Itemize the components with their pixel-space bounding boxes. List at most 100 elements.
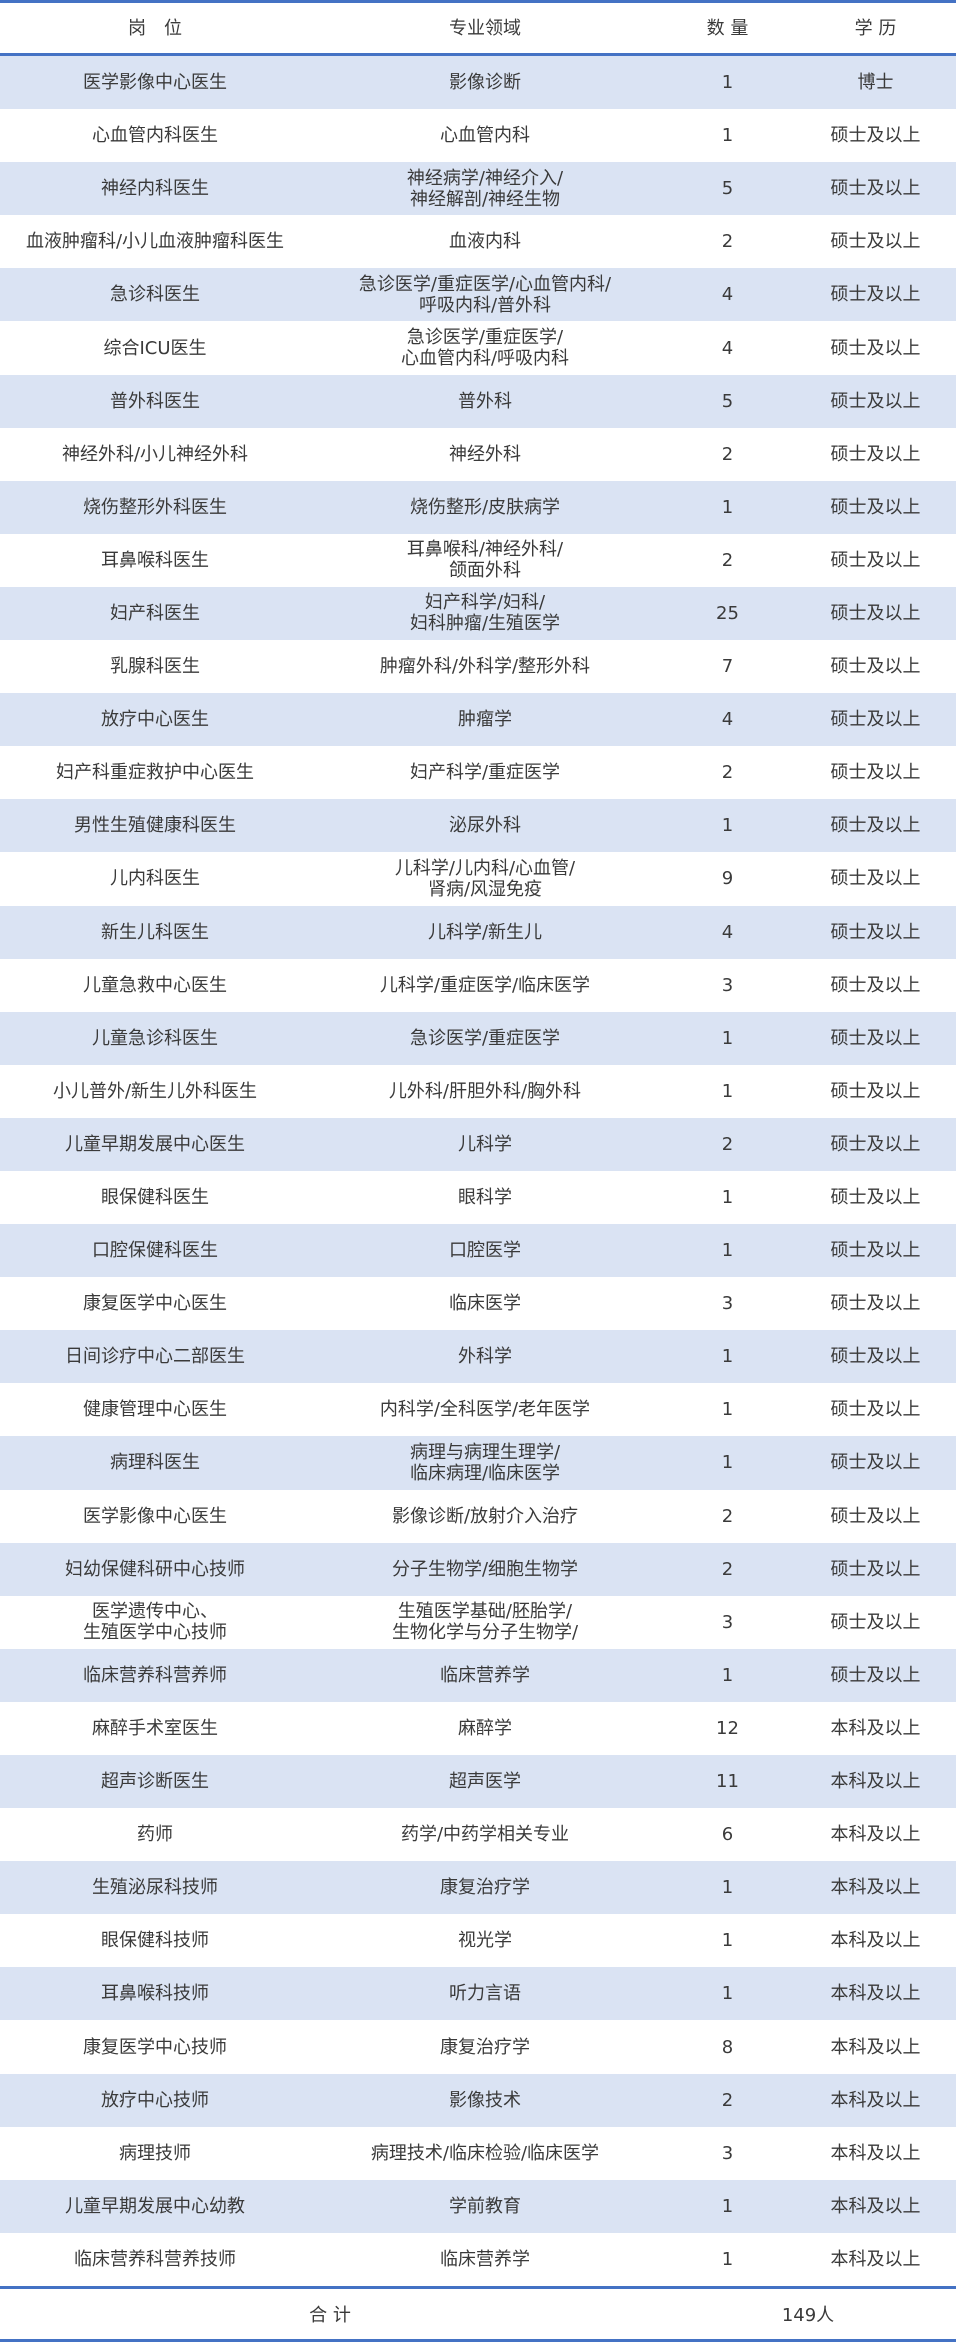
cell-count: 1 xyxy=(721,1930,734,1952)
cell-count: 4 xyxy=(721,337,734,359)
cell-field: 血液内科 xyxy=(449,231,521,253)
cell-position: 妇产科医生 xyxy=(110,602,200,624)
cell-education: 硕士及以上 xyxy=(830,178,921,200)
cell-position: 临床营养科营养技师 xyxy=(74,2248,236,2270)
table-row: 康复医学中心医生 临床医学 3 硕士及以上 xyxy=(0,1277,956,1330)
cell-education: 硕士及以上 xyxy=(830,231,921,253)
header-count: 数 量 xyxy=(706,17,749,39)
cell-count: 8 xyxy=(721,2036,734,2058)
table-row: 临床营养科营养师 临床营养学 1 硕士及以上 xyxy=(0,1648,956,1702)
cell-position: 康复医学中心技师 xyxy=(83,2036,227,2058)
cell-field: 儿科学/儿内科/心血管/ 肾病/风湿免疫 xyxy=(394,857,576,900)
cell-field: 超声医学 xyxy=(449,1771,521,1793)
table-row: 医学影像中心医生 影像诊断/放射介入治疗 2 硕士及以上 xyxy=(0,1490,956,1543)
cell-field: 临床营养学 xyxy=(440,2248,530,2270)
cell-count: 7 xyxy=(721,656,734,678)
cell-field: 临床营养学 xyxy=(440,1664,530,1686)
cell-position: 医学影像中心医生 xyxy=(83,1505,227,1527)
cell-field: 病理与病理生理学/ 临床病理/临床医学 xyxy=(409,1441,561,1484)
cell-education: 硕士及以上 xyxy=(830,337,921,359)
table-row: 妇产科医生 妇产科学/妇科/ 妇科肿瘤/生殖医学 25 硕士及以上 xyxy=(0,586,956,641)
cell-count: 5 xyxy=(721,390,734,412)
cell-education: 硕士及以上 xyxy=(830,1293,921,1315)
cell-position: 放疗中心技师 xyxy=(101,2089,209,2111)
table-row: 普外科医生 普外科 5 硕士及以上 xyxy=(0,374,956,428)
cell-education: 硕士及以上 xyxy=(830,1240,921,1262)
cell-field: 神经外科 xyxy=(449,443,521,465)
bottom-rule xyxy=(0,2338,956,2342)
cell-position: 放疗中心医生 xyxy=(101,709,209,731)
cell-education: 硕士及以上 xyxy=(830,443,921,465)
table-row: 烧伤整形外科医生 烧伤整形/皮肤病学 1 硕士及以上 xyxy=(0,480,956,534)
cell-field: 普外科 xyxy=(458,390,512,412)
cell-field: 生殖医学基础/胚胎学/ 生物化学与分子生物学/ xyxy=(391,1601,579,1644)
cell-field: 肿瘤外科/外科学/整形外科 xyxy=(379,656,591,678)
cell-education: 本科及以上 xyxy=(830,1824,921,1846)
table-row: 药师 药学/中药学相关专业 6 本科及以上 xyxy=(0,1808,956,1861)
header-position: 岗 位 xyxy=(128,17,182,39)
cell-field: 麻醉学 xyxy=(458,1717,512,1739)
table-row: 男性生殖健康科医生 泌尿外科 1 硕士及以上 xyxy=(0,799,956,853)
cell-count: 4 xyxy=(721,709,734,731)
total-label: 合 计 xyxy=(309,2304,351,2326)
cell-position: 超声诊断医生 xyxy=(101,1771,209,1793)
table-row: 神经外科/小儿神经外科 神经外科 2 硕士及以上 xyxy=(0,428,956,481)
cell-count: 4 xyxy=(721,921,734,943)
cell-position: 眼保健科医生 xyxy=(101,1187,209,1209)
cell-field: 急诊医学/重症医学 xyxy=(409,1027,561,1049)
cell-education: 硕士及以上 xyxy=(830,1133,921,1155)
cell-position: 医学遗传中心、 生殖医学中心技师 xyxy=(83,1601,227,1644)
cell-education: 硕士及以上 xyxy=(830,1558,921,1580)
cell-position: 药师 xyxy=(137,1824,173,1846)
table-row: 放疗中心医生 肿瘤学 4 硕士及以上 xyxy=(0,693,956,747)
cell-education: 硕士及以上 xyxy=(830,496,921,518)
cell-position: 眼保健科技师 xyxy=(101,1930,209,1952)
cell-position: 急诊科医生 xyxy=(110,284,200,306)
cell-count: 1 xyxy=(721,125,734,147)
cell-education: 硕士及以上 xyxy=(830,1505,921,1527)
cell-field: 视光学 xyxy=(458,1930,512,1952)
table-row: 康复医学中心技师 康复治疗学 8 本科及以上 xyxy=(0,2020,956,2073)
cell-field: 儿科学 xyxy=(458,1133,512,1155)
cell-position: 康复医学中心医生 xyxy=(83,1293,227,1315)
cell-education: 硕士及以上 xyxy=(830,868,921,890)
cell-position: 医学影像中心医生 xyxy=(83,72,227,94)
cell-position: 儿内科医生 xyxy=(110,868,200,890)
table-row: 耳鼻喉科医生 耳鼻喉科/神经外科/ 颌面外科 2 硕士及以上 xyxy=(0,534,956,587)
cell-count: 1 xyxy=(721,1664,734,1686)
cell-count: 9 xyxy=(721,868,734,890)
header-rule xyxy=(0,53,956,56)
table-row: 医学遗传中心、 生殖医学中心技师 生殖医学基础/胚胎学/ 生物化学与分子生物学/3… xyxy=(0,1596,956,1649)
cell-field: 妇产科学/重症医学 xyxy=(409,762,561,784)
cell-count: 1 xyxy=(721,1346,734,1368)
cell-position: 血液肿瘤科/小儿血液肿瘤科医生 xyxy=(25,231,285,253)
cell-position: 儿童急救中心医生 xyxy=(83,974,227,996)
table-row: 心血管内科医生 心血管内科 1 硕士及以上 xyxy=(0,109,956,162)
cell-position: 妇幼保健科研中心技师 xyxy=(65,1558,245,1580)
cell-field: 听力言语 xyxy=(449,1983,521,2005)
cell-education: 博士 xyxy=(857,72,894,94)
top-rule xyxy=(0,0,956,3)
table-row: 超声诊断医生 超声医学 11 本科及以上 xyxy=(0,1755,956,1809)
table-row: 儿童急诊科医生 急诊医学/重症医学 1 硕士及以上 xyxy=(0,1011,956,1065)
cell-position: 妇产科重症救护中心医生 xyxy=(56,762,254,784)
cell-field: 影像技术 xyxy=(449,2089,521,2111)
cell-position: 口腔保健科医生 xyxy=(92,1240,218,1262)
cell-count: 1 xyxy=(721,1027,734,1049)
cell-education: 硕士及以上 xyxy=(830,1346,921,1368)
table-body: 医学影像中心医生 影像诊断 1 博士 心血管内科医生 心血管内科 1 硕士及以上 神经内科医生神… xyxy=(0,56,956,2286)
cell-count: 3 xyxy=(721,974,734,996)
table-row: 血液肿瘤科/小儿血液肿瘤科医生 血液内科 2 硕士及以上 xyxy=(0,215,956,268)
cell-count: 11 xyxy=(716,1771,739,1793)
table-row: 日间诊疗中心二部医生 外科学 1 硕士及以上 xyxy=(0,1330,956,1384)
cell-position: 男性生殖健康科医生 xyxy=(74,815,236,837)
table-row: 神经内科医生 神经病学/神经介入/ 神经解剖/神经生物 5 硕士及以上 xyxy=(0,162,956,216)
cell-count: 2 xyxy=(721,1505,734,1527)
table-row: 病理技师 病理技术/临床检验/临床医学 3 本科及以上 xyxy=(0,2127,956,2180)
table-row: 放疗中心技师 影像技术 2 本科及以上 xyxy=(0,2073,956,2127)
cell-position: 神经外科/小儿神经外科 xyxy=(61,443,249,465)
cell-education: 本科及以上 xyxy=(830,1771,921,1793)
cell-field: 肿瘤学 xyxy=(458,709,512,731)
cell-education: 硕士及以上 xyxy=(830,125,921,147)
